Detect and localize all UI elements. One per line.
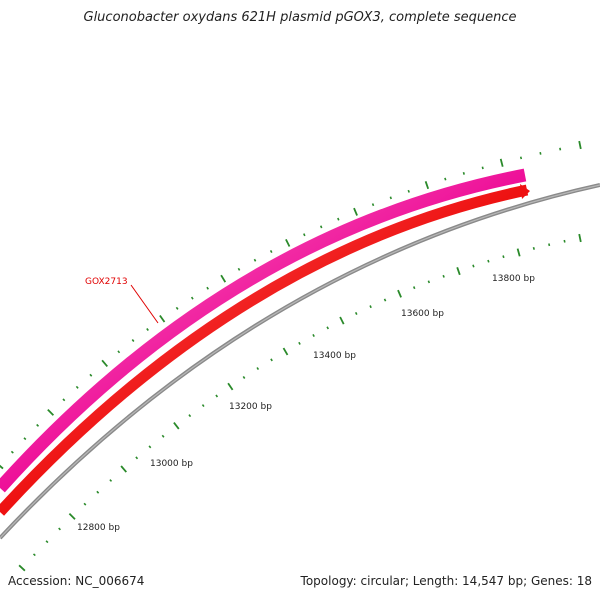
inner-tick <box>548 243 551 247</box>
inner-tick <box>472 264 475 268</box>
inner-tick <box>354 311 358 315</box>
outer-tick <box>319 225 323 229</box>
red-arrow-head <box>520 184 530 199</box>
inner-tick <box>188 414 192 418</box>
inner-tick <box>442 274 445 278</box>
outer-tick <box>89 373 93 377</box>
inner-tick <box>427 280 431 284</box>
outer-tick <box>407 189 410 193</box>
accession-label: Accession: NC_006674 <box>8 574 145 588</box>
inner-tick <box>83 502 87 506</box>
inner-tick <box>502 255 505 259</box>
outer-tick <box>190 296 194 300</box>
outer-tick <box>36 423 40 427</box>
inner-tick <box>161 434 165 438</box>
inner-tick <box>563 239 566 243</box>
inner-tick <box>487 259 490 263</box>
gene-label-leader <box>130 284 159 324</box>
outer-tick <box>62 398 66 402</box>
outer-tick <box>206 286 209 290</box>
outer-tick <box>539 151 542 155</box>
outer-tick <box>353 207 358 216</box>
inner-tick <box>96 490 100 494</box>
inner-tick <box>201 404 205 408</box>
inner-tick <box>135 456 139 460</box>
outer-tick <box>578 140 582 150</box>
outer-tick <box>0 464 4 470</box>
inner-tick <box>516 248 521 257</box>
tick-label-13800: 13800 bp <box>492 274 535 284</box>
inner-tick <box>58 527 61 531</box>
outer-tick-marks <box>0 140 582 470</box>
outer-tick <box>23 437 27 441</box>
inner-tick <box>282 347 289 356</box>
inner-tick <box>397 289 402 298</box>
tick-label-13600: 13600 bp <box>401 309 444 319</box>
inner-tick <box>109 479 113 482</box>
inner-tick <box>242 375 246 379</box>
outer-tick <box>444 177 447 181</box>
inner-tick <box>18 564 26 572</box>
inner-tick <box>227 382 234 391</box>
outer-tick <box>303 233 306 237</box>
outer-tick <box>285 238 291 247</box>
inner-tick <box>456 267 461 276</box>
outer-tick <box>131 339 135 342</box>
outer-tick <box>481 166 484 170</box>
outer-tick <box>117 350 121 354</box>
outer-tick <box>559 147 562 151</box>
outer-tick <box>462 171 465 175</box>
outer-tick <box>47 408 55 416</box>
inner-tick <box>326 326 330 330</box>
inner-tick <box>369 305 372 309</box>
gene-label[interactable]: GOX2713 <box>85 277 128 287</box>
outer-tick <box>101 359 108 367</box>
outer-tick <box>269 250 273 253</box>
inner-tick <box>256 367 260 371</box>
inner-tick <box>532 246 535 250</box>
outer-tick <box>146 328 149 331</box>
tick-label-13200: 13200 bp <box>229 402 272 412</box>
outer-tick <box>237 267 241 271</box>
feature-arrow-pink[interactable] <box>0 168 527 493</box>
outer-tick <box>253 258 257 262</box>
inner-tick <box>312 334 315 337</box>
inner-tick-marks <box>18 233 582 572</box>
outer-tick <box>159 314 166 323</box>
outer-tick <box>337 217 340 221</box>
plasmid-backbone <box>0 183 600 540</box>
inner-tick <box>32 553 36 557</box>
tick-label-13400: 13400 bp <box>313 351 356 361</box>
inner-tick <box>339 316 345 325</box>
tick-label-12800: 12800 bp <box>77 523 120 533</box>
inner-tick <box>578 233 582 243</box>
outer-tick <box>220 274 227 283</box>
inner-tick <box>45 540 49 544</box>
map-title: Gluconobacter oxydans 621H plasmid pGOX3… <box>83 10 517 25</box>
summary-label: Topology: circular; Length: 14,547 bp; G… <box>300 574 592 588</box>
inner-tick <box>215 394 219 398</box>
inner-tick <box>412 286 416 290</box>
outer-tick <box>389 196 392 200</box>
inner-tick <box>173 422 180 430</box>
outer-tick <box>10 450 14 454</box>
outer-tick <box>371 203 375 207</box>
outer-tick <box>175 306 179 310</box>
inner-tick <box>270 358 273 362</box>
outer-tick <box>519 156 523 160</box>
outer-tick <box>499 158 504 167</box>
outer-tick <box>75 385 79 389</box>
tick-label-13000: 13000 bp <box>150 459 193 469</box>
inner-tick <box>298 341 301 345</box>
feature-arrow-red[interactable] <box>0 184 529 516</box>
outer-tick <box>424 181 430 190</box>
inner-tick <box>148 445 152 449</box>
inner-tick <box>383 298 387 302</box>
inner-tick <box>68 512 76 520</box>
inner-tick <box>120 465 127 473</box>
